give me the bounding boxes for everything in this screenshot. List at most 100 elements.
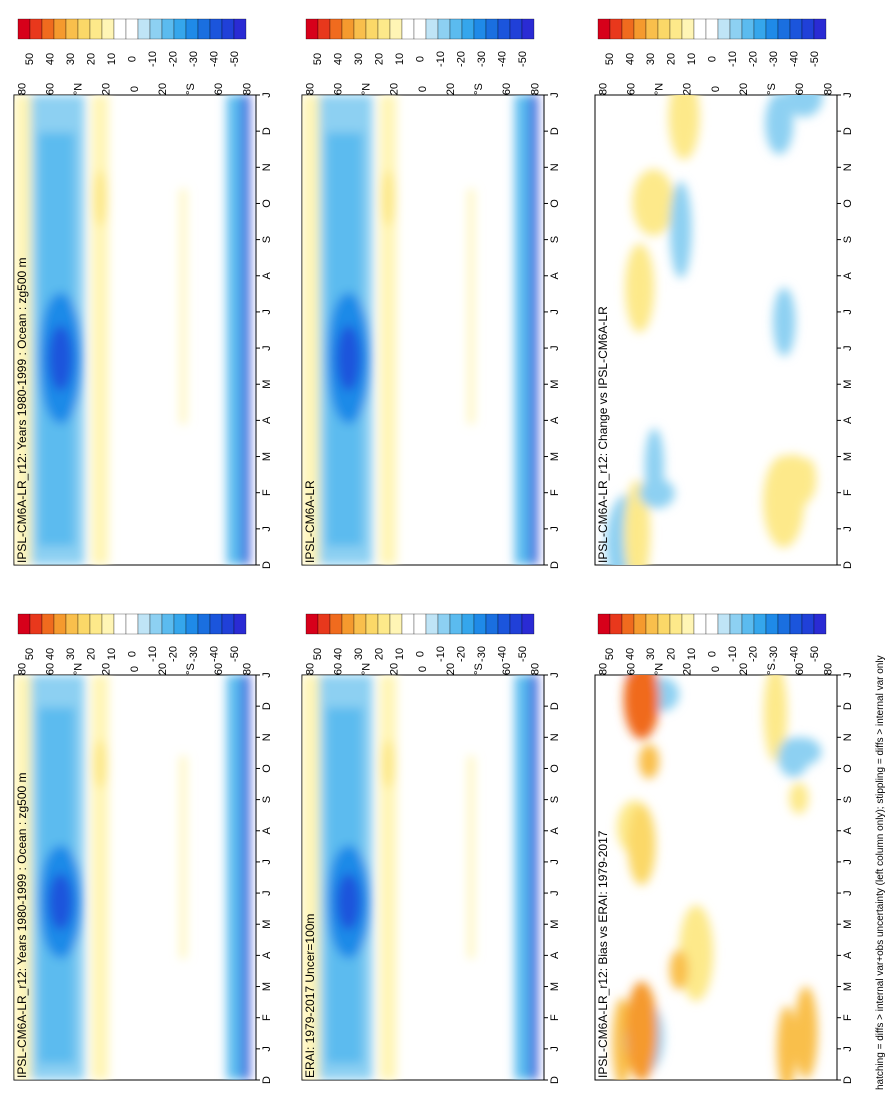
- colorbar-swatch: [657, 613, 671, 635]
- colorbar-label: 0: [707, 651, 719, 657]
- colorbar-label: 40: [333, 53, 345, 65]
- y-tick-label: 0: [710, 666, 722, 672]
- x-tick-label: M: [842, 380, 854, 389]
- colorbar-swatch: [341, 613, 355, 635]
- colorbar-label: 50: [24, 53, 36, 65]
- x-tick-label: D: [261, 1076, 273, 1084]
- colorbar-swatch: [101, 613, 115, 635]
- colorbar-label: 40: [625, 53, 637, 65]
- colorbar: 50 40 30 20 10 0 -10 -20 -30 -40 -50: [597, 18, 827, 67]
- colorbar-swatch: [221, 18, 235, 40]
- colorbar-swatch: [53, 18, 67, 40]
- colorbar-label: 30: [65, 648, 77, 660]
- y-tick-label: 80: [822, 663, 834, 675]
- colorbar-label: -50: [229, 51, 241, 67]
- colorbar-swatch: [305, 18, 319, 40]
- x-tick-label: M: [549, 452, 561, 461]
- y-tick-label: 60: [44, 663, 56, 675]
- colorbar-label: 10: [394, 53, 406, 65]
- x-tick-label: M: [261, 380, 273, 389]
- x-tick-label: N: [261, 733, 273, 741]
- colorbar-label: -30: [188, 51, 200, 67]
- x-tick-label: F: [549, 1014, 561, 1021]
- x-tick-label: D: [842, 1076, 854, 1084]
- y-tick-label: °S: [766, 83, 778, 95]
- colorbar-label: -10: [147, 51, 159, 67]
- colorbar-label: -50: [229, 646, 241, 662]
- x-tick-label: D: [549, 561, 561, 569]
- y-tick-label: °N: [361, 83, 373, 95]
- colorbar-swatch: [497, 18, 511, 40]
- colorbar-swatch: [233, 613, 247, 635]
- colorbar-swatch: [173, 613, 187, 635]
- colorbar-swatch: [17, 18, 31, 40]
- y-tick-label: °N: [654, 83, 666, 95]
- colorbar-swatch: [609, 613, 623, 635]
- x-tick-label: O: [549, 764, 561, 773]
- colorbar-label: 20: [86, 53, 98, 65]
- colorbar: 50 40 30 20 10 0 -10 -20 -30 -40 -50: [17, 18, 247, 67]
- colorbar-swatch: [125, 18, 139, 40]
- x-tick-label: S: [549, 236, 561, 243]
- colorbar-label: 10: [394, 648, 406, 660]
- colorbar-swatch: [473, 18, 487, 40]
- x-tick-label: M: [842, 982, 854, 991]
- colorbar-label: -30: [768, 51, 780, 67]
- x-tick-label: M: [549, 920, 561, 929]
- colorbar: 50 40 30 20 10 0 -10 -20 -30 -40 -50: [597, 613, 827, 662]
- colorbar-swatch: [65, 613, 79, 635]
- colorbar-swatch: [765, 18, 779, 40]
- colorbar-swatch: [461, 18, 475, 40]
- y-tick-label: 80: [529, 663, 541, 675]
- x-tick-label: F: [842, 1014, 854, 1021]
- colorbar-swatch: [77, 613, 91, 635]
- x-tick-label: A: [261, 271, 273, 279]
- colorbar-label: 0: [127, 651, 139, 657]
- panel-5: IPSL-CM6A-LR_r12: Change vs IPSL-CM6A-LR…: [594, 18, 854, 569]
- x-tick-label: S: [842, 236, 854, 243]
- panel-2: IPSL-CM6A-LR_r12: Years 1980-1999 : Ocea…: [13, 613, 273, 1084]
- colorbar-label: -40: [789, 51, 801, 67]
- colorbar-swatch: [485, 613, 499, 635]
- x-tick-label: J: [261, 672, 273, 678]
- colorbar-swatch: [645, 18, 659, 40]
- colorbar-label: -20: [748, 51, 760, 67]
- y-tick-label: 20: [157, 663, 169, 675]
- colorbar-label: 40: [45, 648, 57, 660]
- colorbar-swatch: [53, 613, 67, 635]
- x-tick-label: J: [261, 859, 273, 865]
- colorbar-swatch: [705, 613, 719, 635]
- y-tick-label: 80: [597, 83, 609, 95]
- y-tick-label: 80: [241, 663, 253, 675]
- x-tick-label: J: [549, 859, 561, 865]
- colorbar-swatch: [17, 613, 31, 635]
- x-tick-label: F: [261, 1014, 273, 1021]
- colorbar-label: 50: [312, 53, 324, 65]
- x-tick-label: M: [842, 452, 854, 461]
- x-tick-label: A: [261, 826, 273, 834]
- chart-title: IPSL-CM6A-LR: [303, 480, 317, 563]
- x-tick-label: J: [842, 859, 854, 865]
- colorbar-swatch: [353, 18, 367, 40]
- colorbar-label: 10: [686, 648, 698, 660]
- colorbar-swatch: [329, 613, 343, 635]
- colorbar-swatch: [425, 613, 439, 635]
- colorbar-swatch: [65, 18, 79, 40]
- colorbar-label: -10: [727, 646, 739, 662]
- y-tick-label: °N: [73, 83, 85, 95]
- colorbar-label: 0: [127, 56, 139, 62]
- x-tick-label: D: [549, 127, 561, 135]
- colorbar-label: 30: [353, 648, 365, 660]
- colorbar-label: -40: [209, 51, 221, 67]
- x-tick-label: M: [842, 920, 854, 929]
- colorbar-swatch: [681, 613, 695, 635]
- colorbar-label: 50: [312, 648, 324, 660]
- x-tick-label: O: [261, 199, 273, 208]
- colorbar-swatch: [693, 18, 707, 40]
- y-tick-label: 0: [129, 86, 141, 92]
- x-tick-label: J: [261, 309, 273, 315]
- x-tick-label: M: [261, 982, 273, 991]
- colorbar-swatch: [753, 18, 767, 40]
- colorbar: 50 40 30 20 10 0 -10 -20 -30 -40 -50: [305, 613, 535, 662]
- x-tick-label: S: [549, 796, 561, 803]
